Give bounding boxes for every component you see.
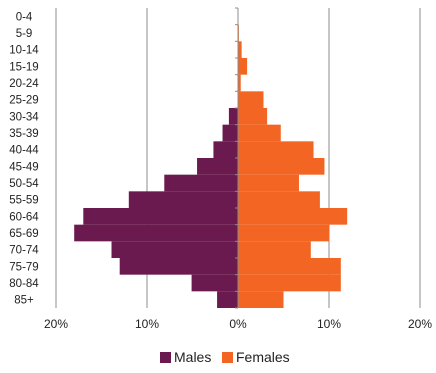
category-label: 80-84 [9, 278, 39, 290]
x-tick-label: 20% [44, 317, 68, 331]
legend-swatch-females [222, 352, 233, 363]
bar-males-50-54 [164, 174, 238, 192]
bar-females-60-64 [238, 208, 348, 225]
bar-males-80-84 [191, 274, 238, 292]
bar-males-65-69 [74, 224, 238, 242]
category-label: 75-79 [9, 261, 38, 273]
category-labels: 0-4 5-9 10-14 15-19 20-24 25-29 30-34 35-39 40-4… [9, 11, 39, 306]
bar-females-70-74 [238, 241, 311, 258]
category-label: 70-74 [9, 245, 39, 257]
bar-females-10-14 [238, 41, 242, 58]
category-label: 30-34 [9, 111, 39, 123]
category-label: 65-69 [9, 228, 38, 240]
bar-females-30-34 [238, 108, 268, 125]
bar-males-85+ [217, 291, 238, 308]
category-label: 60-64 [9, 211, 39, 223]
bar-males-30-34 [228, 108, 238, 125]
x-tick-label: 10% [317, 317, 341, 331]
bar-females-15-19 [238, 58, 248, 75]
bar-males-70-74 [111, 241, 238, 258]
bar-females-50-54 [238, 174, 299, 192]
axes [235, 7, 239, 309]
category-label: 45-49 [9, 161, 38, 173]
category-label: 35-39 [9, 128, 38, 140]
legend-label-males: Males [174, 349, 211, 365]
bar-females-65-69 [238, 224, 329, 242]
bar-males-75-79 [119, 258, 238, 275]
legend-label-females: Females [236, 349, 290, 365]
bar-females-20-24 [238, 74, 241, 92]
bar-males-40-44 [213, 141, 238, 158]
category-label: 20-24 [9, 78, 39, 90]
bar-females-75-79 [238, 258, 341, 275]
x-tick-label: 20% [408, 317, 432, 331]
bar-females-35-39 [238, 124, 281, 142]
bar-females-45-49 [238, 158, 325, 175]
bar-females-40-44 [238, 141, 314, 158]
bar-males-55-59 [128, 191, 238, 208]
category-label: 15-19 [9, 61, 38, 73]
x-tick-label: 10% [135, 317, 159, 331]
legend: Males Females [160, 349, 290, 365]
legend-swatch-males [160, 352, 171, 363]
category-label: 10-14 [9, 45, 39, 57]
bar-females-85+ [238, 291, 284, 308]
bar-males-60-64 [83, 208, 238, 225]
category-label: 50-54 [9, 178, 39, 190]
category-label: 55-59 [9, 195, 38, 207]
x-tick-labels: 20% 10% 0% 10% 20% [44, 317, 432, 331]
x-tick-label: 0% [229, 317, 247, 331]
bar-females-25-29 [238, 91, 264, 108]
bar-females-80-84 [238, 274, 341, 292]
bar-males-45-49 [197, 158, 238, 175]
bar-males-35-39 [222, 124, 238, 142]
bars [74, 24, 348, 308]
category-label: 0-4 [16, 11, 33, 23]
category-label: 85+ [14, 295, 34, 307]
category-label: 25-29 [9, 95, 38, 107]
category-label: 5-9 [16, 28, 33, 40]
category-label: 40-44 [9, 145, 39, 157]
bar-females-55-59 [238, 191, 320, 208]
